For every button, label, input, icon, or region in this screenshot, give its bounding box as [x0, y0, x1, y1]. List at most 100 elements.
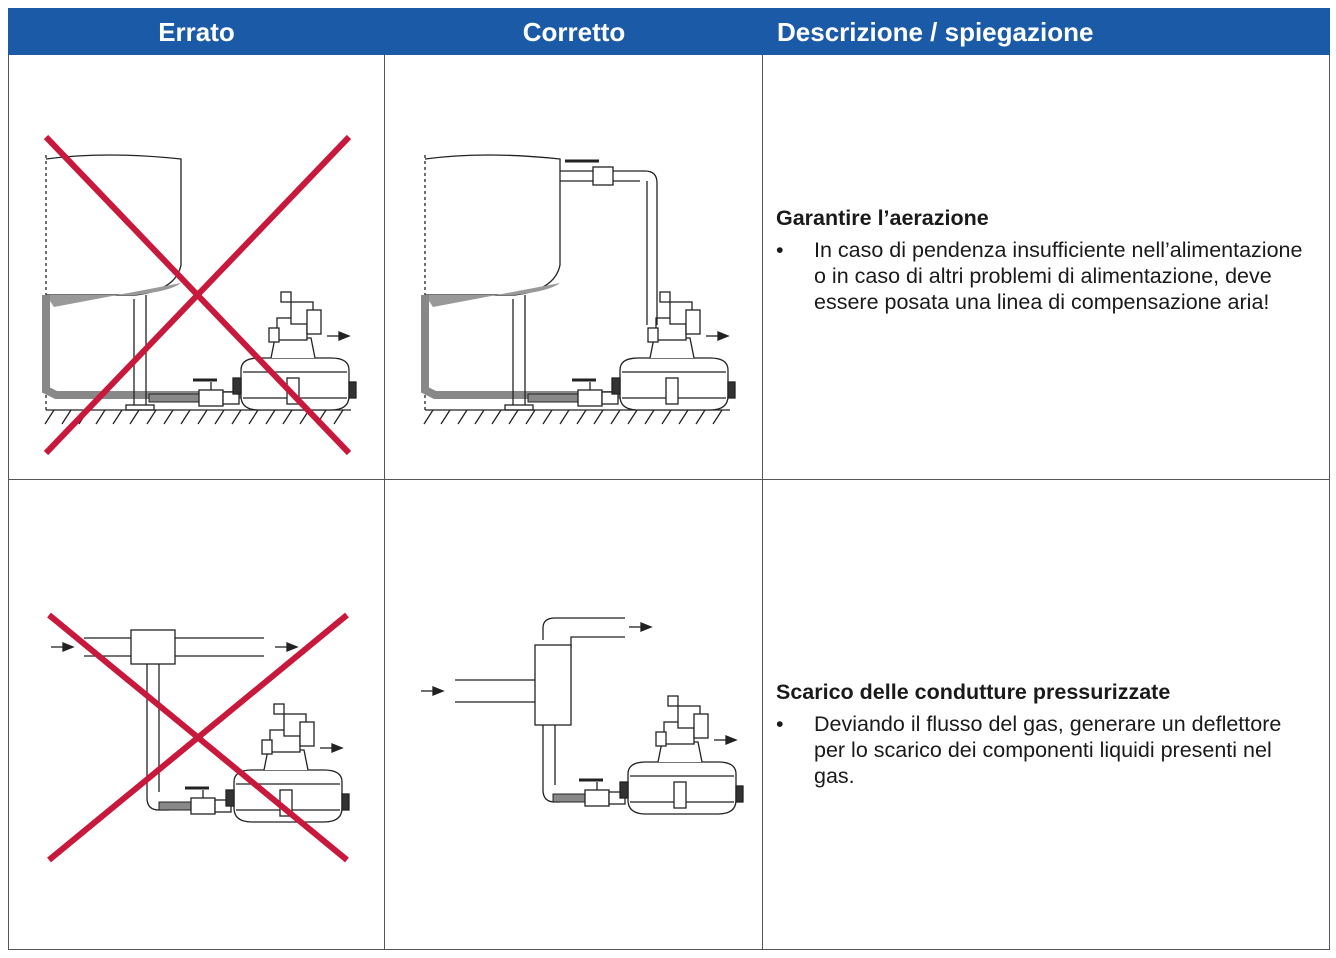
hatch	[542, 409, 553, 425]
drawing	[348, 381, 357, 399]
hatch	[180, 409, 191, 425]
drawing	[273, 703, 285, 715]
hatch	[265, 409, 276, 425]
hatch	[508, 409, 519, 425]
drawing	[299, 721, 315, 747]
hatch	[423, 409, 434, 425]
hatch	[231, 409, 242, 425]
arrow	[432, 686, 445, 696]
drawing	[542, 617, 625, 648]
drawing	[601, 391, 619, 405]
hatch	[44, 409, 55, 425]
hatch	[644, 409, 655, 425]
hatch	[61, 409, 72, 425]
description: Garantire l’aerazione In caso di pendenz…	[776, 205, 1309, 315]
drawing	[306, 309, 322, 335]
drawing	[735, 785, 744, 803]
description-title: Garantire l’aerazione	[776, 206, 989, 230]
arrow	[640, 622, 653, 632]
hatch	[129, 409, 140, 425]
illustration	[42, 134, 357, 456]
drawing	[232, 377, 242, 395]
hatch	[440, 409, 451, 425]
description: Scarico delle condutture pressurizzate D…	[776, 679, 1309, 789]
drawing	[424, 154, 561, 296]
drawing	[534, 644, 572, 726]
drawing	[45, 154, 182, 296]
header-cell: Descrizione / spiegazione	[763, 8, 1330, 55]
hatch	[333, 409, 344, 425]
hatch	[282, 409, 293, 425]
hatch	[661, 409, 672, 425]
ball-valve	[584, 789, 610, 807]
drawing	[644, 170, 658, 325]
hatch	[627, 409, 638, 425]
header-cell: Corretto	[385, 8, 763, 55]
hatch	[146, 409, 157, 425]
drawing	[659, 291, 671, 303]
arrow	[62, 642, 75, 652]
drawing	[261, 739, 273, 755]
bullet: In caso di pendenza insufficiente nell’a…	[776, 237, 1309, 315]
description-cell: Garantire l’aerazione In caso di pendenz…	[763, 55, 1330, 480]
bullet: Deviando il flusso del gas, generare un …	[776, 711, 1309, 789]
hatch	[491, 409, 502, 425]
drawing	[685, 309, 701, 335]
hatch	[712, 409, 723, 425]
plate	[665, 377, 679, 405]
drawing	[225, 789, 235, 807]
drawing	[727, 381, 736, 399]
hatch	[95, 409, 106, 425]
drawing	[341, 793, 350, 811]
drawing	[130, 629, 176, 665]
ball-valve	[577, 389, 603, 407]
correct-cell	[385, 55, 763, 480]
drawing	[693, 713, 709, 739]
hatch	[112, 409, 123, 425]
drawing	[619, 781, 629, 799]
hatch	[559, 409, 570, 425]
hatch	[525, 409, 536, 425]
ball-valve	[198, 389, 224, 407]
hatch	[593, 409, 604, 425]
hatch	[610, 409, 621, 425]
illustration	[47, 612, 350, 863]
hatch	[678, 409, 689, 425]
hatch	[695, 409, 706, 425]
hatch	[457, 409, 468, 425]
drawing	[667, 695, 679, 707]
table: Errato Corretto Descrizione / spiegazion…	[8, 8, 1330, 950]
description-title: Scarico delle condutture pressurizzate	[776, 680, 1171, 704]
red-cross	[47, 612, 349, 863]
drawing	[280, 291, 292, 303]
wrong-cell	[8, 480, 385, 950]
arrow	[338, 331, 351, 341]
drawing	[655, 731, 667, 747]
header-cell: Errato	[8, 8, 385, 55]
liquid	[425, 283, 560, 307]
hatch	[576, 409, 587, 425]
liquid	[46, 283, 181, 307]
drawing	[504, 404, 534, 411]
drawing	[125, 404, 155, 411]
drawing	[268, 327, 280, 343]
illustration	[421, 617, 744, 815]
red-cross	[43, 134, 352, 456]
arrow	[286, 642, 299, 652]
arrow	[717, 331, 730, 341]
hatch	[474, 409, 485, 425]
hatch	[248, 409, 259, 425]
correct-cell	[385, 480, 763, 950]
ball-valve	[190, 797, 216, 815]
plate	[673, 781, 687, 809]
drawing	[592, 166, 614, 186]
illustration	[421, 154, 736, 425]
hatch	[163, 409, 174, 425]
drawing	[647, 327, 659, 343]
description-cell: Scarico delle condutture pressurizzate D…	[763, 480, 1330, 950]
hatch	[214, 409, 225, 425]
wrong-cell	[8, 55, 385, 480]
arrow	[725, 735, 738, 745]
drawing	[222, 391, 240, 405]
